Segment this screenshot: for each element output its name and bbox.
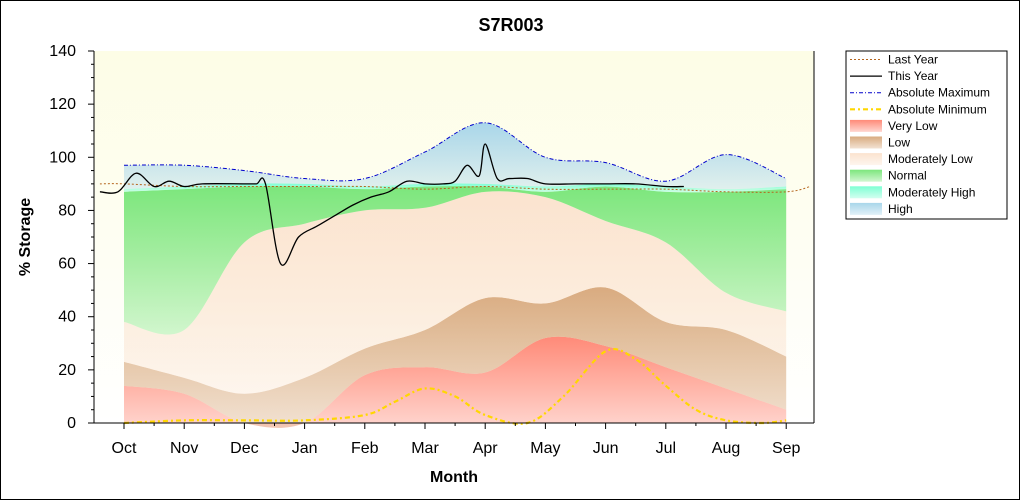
legend-swatch-normal: [850, 169, 882, 182]
legend-label: Moderately Low: [888, 152, 973, 166]
x-tick-label: May: [530, 440, 560, 457]
x-tick-label: Jan: [292, 440, 318, 457]
band-very-low: [124, 336, 787, 428]
x-tick-label: Feb: [351, 440, 379, 457]
x-tick-label: Nov: [170, 440, 198, 457]
legend-label: Normal: [888, 169, 927, 183]
band-low: [124, 287, 787, 428]
x-tick-label: Sep: [772, 440, 801, 457]
legend-item-moderately-low: Moderately Low: [850, 152, 973, 166]
legend-swatch-moderately-high: [850, 186, 882, 199]
legend-item-very-low: Very Low: [850, 119, 938, 133]
y-tick-label: 40: [58, 309, 76, 326]
x-tick-label: Aug: [712, 440, 740, 457]
legend: Last Year This Year Absolute Maximum Absolu…: [845, 50, 1008, 220]
legend-label: Moderately High: [888, 185, 975, 199]
legend-item-normal: Normal: [850, 169, 927, 183]
legend-swatch-high: [850, 202, 882, 215]
series-absolute-maximum: [123, 122, 787, 182]
legend-swatch-low: [850, 136, 882, 149]
band-high: [124, 122, 787, 190]
legend-item-absolute-maximum: Absolute Maximum: [850, 86, 990, 100]
band-normal: [124, 186, 787, 335]
y-tick-label: 0: [67, 415, 76, 432]
x-tick-label: Apr: [473, 440, 499, 457]
series-lines: [99, 122, 811, 425]
legend-label: Absolute Maximum: [888, 86, 990, 100]
x-axis-title: Month: [430, 469, 478, 486]
x-tick-label: Jul: [656, 440, 676, 457]
band-moderately-low: [124, 191, 787, 394]
legend-item-moderately-high: Moderately High: [850, 185, 975, 199]
legend-item-high: High: [850, 202, 913, 216]
legend-item-this-year: This Year: [850, 69, 938, 83]
y-tick-label: 80: [58, 202, 76, 219]
legend-label: High: [888, 202, 913, 216]
legend-label: Low: [888, 136, 910, 150]
legend-label: Very Low: [888, 119, 938, 133]
series-absolute-minimum: [123, 347, 787, 425]
axes: 0 20 40 60 80 100 120 140 Oct Nov Dec Jan Feb Mar Apr M…: [49, 43, 815, 457]
legend-swatch-very-low: [850, 119, 882, 132]
legend-label: This Year: [888, 69, 938, 83]
legend-swatch-moderately-low: [850, 153, 882, 166]
y-tick-label: 20: [58, 362, 76, 379]
legend-label: Absolute Minimum: [888, 102, 987, 116]
band-moderately-high: [124, 183, 787, 193]
y-tick-label: 140: [49, 43, 76, 60]
x-tick-label: Mar: [411, 440, 439, 457]
x-tick-label: Jun: [593, 440, 619, 457]
y-tick-label: 120: [49, 96, 76, 113]
legend-label: Last Year: [888, 53, 938, 67]
y-tick-label: 100: [49, 149, 76, 166]
y-tick-label: 60: [58, 256, 76, 273]
series-this-year: [99, 143, 684, 266]
legend-item-last-year: Last Year: [850, 53, 938, 67]
y-axis-title: % Storage: [17, 198, 34, 276]
legend-item-absolute-minimum: Absolute Minimum: [850, 102, 987, 116]
legend-item-low: Low: [850, 136, 910, 150]
x-tick-label: Oct: [112, 440, 137, 457]
chart-title: S7R003: [478, 15, 543, 35]
band-areas: [124, 122, 787, 428]
x-tick-label: Dec: [230, 440, 258, 457]
